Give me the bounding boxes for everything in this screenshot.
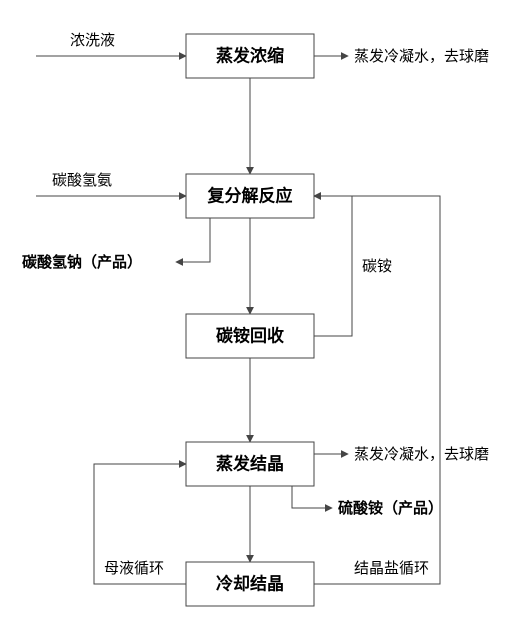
node-label-n2: 复分解反应 xyxy=(207,186,293,206)
node-label-n5: 冷却结晶 xyxy=(216,574,284,594)
edge-label-e_out2: 碳酸氢钠（产品） xyxy=(22,253,142,271)
edge-label-e_loopL: 母液循环 xyxy=(104,560,164,577)
edge-label-e_out1: 蒸发冷凝水，去球磨 xyxy=(354,48,489,65)
node-label-n1: 蒸发浓缩 xyxy=(216,46,284,66)
edge-e_loopR xyxy=(314,196,440,584)
edge-label-e_out4a: 蒸发冷凝水，去球磨 xyxy=(354,446,489,463)
process-flowchart: 浓洗液蒸发冷凝水，去球磨碳酸氢氨碳酸氢钠（产品）碳铵蒸发冷凝水，去球磨硫酸铵（产… xyxy=(0,0,529,631)
edge-label-e_rec: 碳铵 xyxy=(362,258,392,275)
edge-e_out4b xyxy=(292,486,332,508)
edge-label-e_in2: 碳酸氢氨 xyxy=(52,172,112,189)
edge-e_rec xyxy=(314,196,352,336)
edge-label-e_loopR: 结晶盐循环 xyxy=(354,560,429,577)
edge-e_out2 xyxy=(176,218,210,262)
edge-label-e_in1: 浓洗液 xyxy=(70,32,115,49)
node-label-n4: 蒸发结晶 xyxy=(216,454,284,474)
edge-label-e_out4b: 硫酸铵（产品） xyxy=(338,499,443,517)
node-label-n3: 碳铵回收 xyxy=(216,326,284,346)
